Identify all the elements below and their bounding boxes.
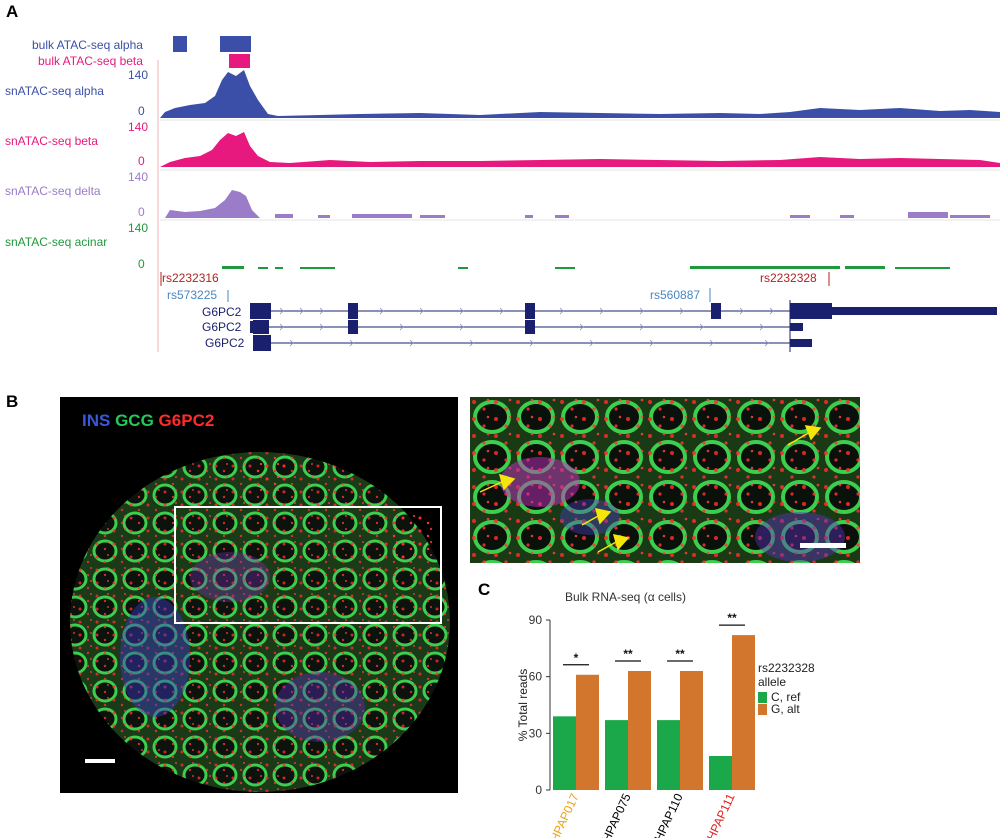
sn-alpha-signal xyxy=(160,70,1000,118)
y-tick-label: 30 xyxy=(529,726,543,740)
gene-label-1: G6PC2 xyxy=(202,305,242,319)
genome-browser-svg xyxy=(157,36,1000,352)
scale-min-delta: 0 xyxy=(138,205,145,219)
track-label-sn-acinar: snATAC-seq acinar xyxy=(5,235,108,249)
bulk-alpha-peak-2 xyxy=(220,36,251,52)
legend-swatch-ref xyxy=(758,692,767,703)
bar-HPAP110-alt xyxy=(680,671,703,790)
legend-gcg: GCG xyxy=(115,411,154,430)
legend-title-line-2: allele xyxy=(758,675,787,689)
bar-HPAP017-ref xyxy=(553,716,576,790)
arrow-markers xyxy=(479,425,822,553)
bar-HPAP075-alt xyxy=(628,671,651,790)
track-label-bulk-alpha: bulk ATAC-seq alpha xyxy=(32,38,143,52)
scale-min-beta: 0 xyxy=(138,154,145,168)
scale-max-alpha: 140 xyxy=(128,68,149,82)
sig-label: * xyxy=(574,651,579,665)
bar-HPAP075-ref xyxy=(605,720,628,790)
bar-HPAP111-ref xyxy=(709,756,732,790)
sn-delta-signal xyxy=(165,190,260,218)
y-tick-label: 0 xyxy=(535,783,542,797)
panel-a-letter: A xyxy=(6,2,19,21)
panel-c-letter: C xyxy=(478,580,491,599)
intron-arrows xyxy=(279,307,774,347)
islet-micrograph: INS GCG G6PC2 xyxy=(60,397,458,793)
snp-label-rs573225: rs573225 xyxy=(167,288,218,302)
y-axis-label: % Total reads xyxy=(516,669,530,742)
track-label-sn-delta: snATAC-seq delta xyxy=(5,184,101,198)
bar-HPAP110-ref xyxy=(657,720,680,790)
stain-legend: INS GCG G6PC2 xyxy=(82,411,214,431)
legend-swatch-alt xyxy=(758,704,767,715)
legend-title: rs2232328 allele xyxy=(758,661,815,689)
legend-g6pc2: G6PC2 xyxy=(158,411,215,430)
sig-label: ** xyxy=(623,647,633,661)
track-label-sn-beta: snATAC-seq beta xyxy=(5,134,98,148)
snp-label-rs2232328: rs2232328 xyxy=(760,271,817,285)
zoom-region-box xyxy=(174,506,442,624)
scale-max-beta: 140 xyxy=(128,120,149,134)
bulk-beta-peak xyxy=(229,54,250,68)
bar-HPAP017-alt xyxy=(576,674,599,790)
sig-label: ** xyxy=(727,611,737,625)
chart-title: Bulk RNA-seq (α cells) xyxy=(565,590,686,604)
gene-label-2: G6PC2 xyxy=(202,320,242,334)
track-label-sn-alpha: snATAC-seq alpha xyxy=(5,84,104,98)
sn-acinar-signal xyxy=(222,266,950,269)
scale-bar xyxy=(85,759,115,763)
snp-label-rs560887: rs560887 xyxy=(650,288,701,302)
sn-delta-small-peaks xyxy=(275,212,990,218)
gene-models xyxy=(250,300,997,352)
scale-max-acinar: 140 xyxy=(128,221,149,235)
legend-ins: INS xyxy=(82,411,111,430)
category-label: HPAP017 xyxy=(547,791,582,838)
legend-label-ref: C, ref xyxy=(771,690,801,704)
legend-title-line-1: rs2232328 xyxy=(758,661,815,675)
category-label: HPAP110 xyxy=(652,791,686,838)
gene-label-3: G6PC2 xyxy=(205,336,245,350)
sn-beta-signal xyxy=(160,132,1000,167)
zoom-micrograph xyxy=(470,397,860,563)
y-tick-label: 60 xyxy=(529,670,543,684)
bulk-alpha-peak-1 xyxy=(173,36,187,52)
sig-label: ** xyxy=(675,647,685,661)
snp-label-rs2232316: rs2232316 xyxy=(162,271,219,285)
bar-HPAP111-alt xyxy=(732,635,755,790)
scale-max-delta: 140 xyxy=(128,170,149,184)
legend-label-alt: G, alt xyxy=(771,702,800,716)
zoom-scale-bar xyxy=(800,543,846,548)
scale-min-acinar: 0 xyxy=(138,257,145,271)
panel-b-letter: B xyxy=(6,392,19,411)
track-label-bulk-beta: bulk ATAC-seq beta xyxy=(38,54,143,68)
category-label: HPAP075 xyxy=(599,791,634,838)
y-tick-label: 90 xyxy=(529,613,543,627)
category-label: HPAP111 xyxy=(704,791,738,838)
scale-min-alpha: 0 xyxy=(138,104,145,118)
